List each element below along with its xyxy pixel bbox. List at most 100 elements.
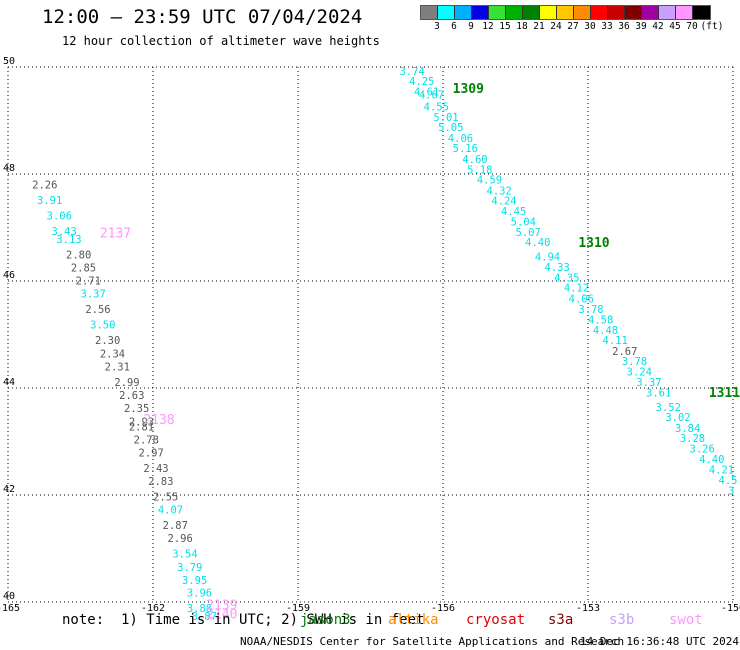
wave-height-value: 3.54 — [172, 549, 197, 561]
legend-swatch — [659, 6, 676, 19]
wave-height-value: 4.06 — [569, 293, 594, 305]
wave-height-value: 4.06 — [448, 133, 473, 145]
wave-height-value: 4.24 — [491, 195, 516, 207]
footer-timestamp: 14 Dec 16:36:48 UTC 2024 — [580, 635, 739, 648]
legend-level-label: 6 — [451, 21, 457, 32]
wave-height-value: 3.43 — [52, 226, 77, 238]
legend-swatch — [574, 6, 591, 19]
wave-height-value: 4.61 — [414, 86, 439, 98]
wave-height-value: 2.97 — [139, 447, 164, 459]
mission-label-jason3: jason3 — [300, 612, 351, 628]
mission-label-swot: swot — [669, 612, 703, 628]
pass-number-label: 2137 — [100, 227, 131, 242]
color-legend: 3 6 9 12 15 18 21 24 27 30 33 36 39 42 45 70 (ft) — [420, 5, 723, 32]
legend-level-label: 9 — [468, 21, 474, 32]
wave-height-value: 2.55 — [153, 491, 178, 503]
wave-height-value: 2.78 — [134, 435, 159, 447]
wave-height-value: 5.04 — [511, 216, 536, 228]
wave-height-value: 2.87 — [163, 520, 188, 532]
wave-height-value: 4.59 — [477, 175, 502, 187]
wave-height-value: 3 — [728, 485, 734, 497]
wave-height-value: 3.26 — [690, 444, 715, 456]
legend-level-label: 45 — [669, 21, 681, 32]
legend-swatch — [676, 6, 693, 19]
wave-height-value: 4.55 — [424, 101, 449, 113]
wave-height-value: 2.96 — [168, 533, 193, 545]
wave-height-value: 5.01 — [433, 112, 458, 124]
wave-height-value: 4.25 — [409, 76, 434, 88]
wave-height-value: 3.78 — [622, 356, 647, 368]
wave-height-value: 4.5 — [719, 475, 738, 487]
pass-number-label: 1310 — [578, 236, 609, 251]
wave-height-value: 4.67 — [419, 90, 444, 102]
pass-number-label: 1311 — [709, 386, 740, 401]
wave-height-value: 2.93 — [129, 416, 154, 428]
wave-height-value: 2.56 — [85, 304, 110, 316]
mission-legend: jason3 altika cryosat s3a s3b swot — [0, 612, 740, 632]
wave-height-value: 2.30 — [95, 335, 120, 347]
y-tick-label: 40 — [3, 591, 15, 602]
mission-label-cryosat: cryosat — [466, 612, 526, 628]
wave-height-value: 2.71 — [76, 276, 101, 288]
wave-height-value: 4.11 — [603, 335, 628, 347]
wave-height-value: 4.35 — [554, 273, 579, 285]
pass-number-label: 2140 — [206, 608, 237, 623]
wave-height-value: 4.32 — [487, 185, 512, 197]
wave-height-value: 2.67 — [612, 346, 637, 358]
wave-height-value: 4.45 — [501, 206, 526, 218]
wave-height-value: 4.07 — [158, 505, 183, 517]
legend-level-label: 3 — [434, 21, 440, 32]
wave-height-value: 2.85 — [71, 262, 96, 274]
footer-note: note: 1) Time is in UTC; 2) SWH is in fe… — [62, 612, 425, 628]
legend-swatch — [591, 6, 608, 19]
y-tick-label: 48 — [3, 163, 15, 174]
wave-height-value: 3.28 — [680, 433, 705, 445]
wave-height-value: 2.99 — [114, 377, 139, 389]
legend-level-label: 12 — [482, 21, 494, 32]
legend-swatch — [472, 6, 489, 19]
wave-height-value: 4.21 — [709, 465, 734, 477]
y-tick-label: 42 — [3, 484, 15, 495]
legend-unit: (ft) — [700, 21, 724, 32]
wave-height-value: 3.79 — [177, 562, 202, 574]
wave-height-value: 5.18 — [467, 164, 492, 176]
wave-height-value: 3.87 — [192, 611, 217, 623]
wave-height-value: 3.37 — [81, 289, 106, 301]
legend-swatch — [455, 6, 472, 19]
x-tick-label: -159 — [286, 603, 310, 614]
pass-number-label: 2139 — [206, 598, 237, 613]
legend-level-label: 33 — [601, 21, 613, 32]
wave-height-value: 2.81 — [129, 421, 154, 433]
wave-height-value: 4.94 — [535, 252, 560, 264]
legend-swatch — [608, 6, 625, 19]
x-tick-label: -162 — [141, 603, 165, 614]
wave-height-value: 3.78 — [578, 304, 603, 316]
legend-level-label: 15 — [499, 21, 511, 32]
wave-height-value: 4.33 — [545, 262, 570, 274]
wave-height-value: 3.61 — [646, 388, 671, 400]
wave-height-value: 5.07 — [516, 227, 541, 239]
wave-height-value: 4.12 — [564, 283, 589, 295]
legend-swatch — [540, 6, 557, 19]
wave-height-value: 4.60 — [462, 154, 487, 166]
chart-subtitle: 12 hour collection of altimeter wave hei… — [62, 34, 380, 48]
footer-credit: NOAA/NESDIS Center for Satellite Applica… — [240, 635, 625, 648]
legend-swatches — [420, 5, 711, 20]
legend-swatch — [642, 6, 659, 19]
wave-height-value: 3.02 — [665, 412, 690, 424]
wave-height-value: 3.06 — [47, 210, 72, 222]
wave-height-value: 2.31 — [105, 361, 130, 373]
data-marks: 3.744.254.614.674.555.015.054.065.164.60… — [32, 66, 740, 623]
wave-height-value: 2.80 — [66, 250, 91, 262]
wave-height-value: 2.26 — [32, 179, 57, 191]
wave-height-value: 5.16 — [453, 143, 478, 155]
legend-swatch — [625, 6, 642, 19]
legend-level-label: 30 — [584, 21, 596, 32]
legend-level-label: 27 — [567, 21, 579, 32]
mission-label-s3b: s3b — [609, 612, 635, 628]
legend-swatch — [693, 6, 710, 19]
wave-height-value: 4.58 — [588, 314, 613, 326]
y-tick-label: 44 — [3, 377, 15, 388]
wave-height-value: 3.52 — [656, 402, 681, 414]
